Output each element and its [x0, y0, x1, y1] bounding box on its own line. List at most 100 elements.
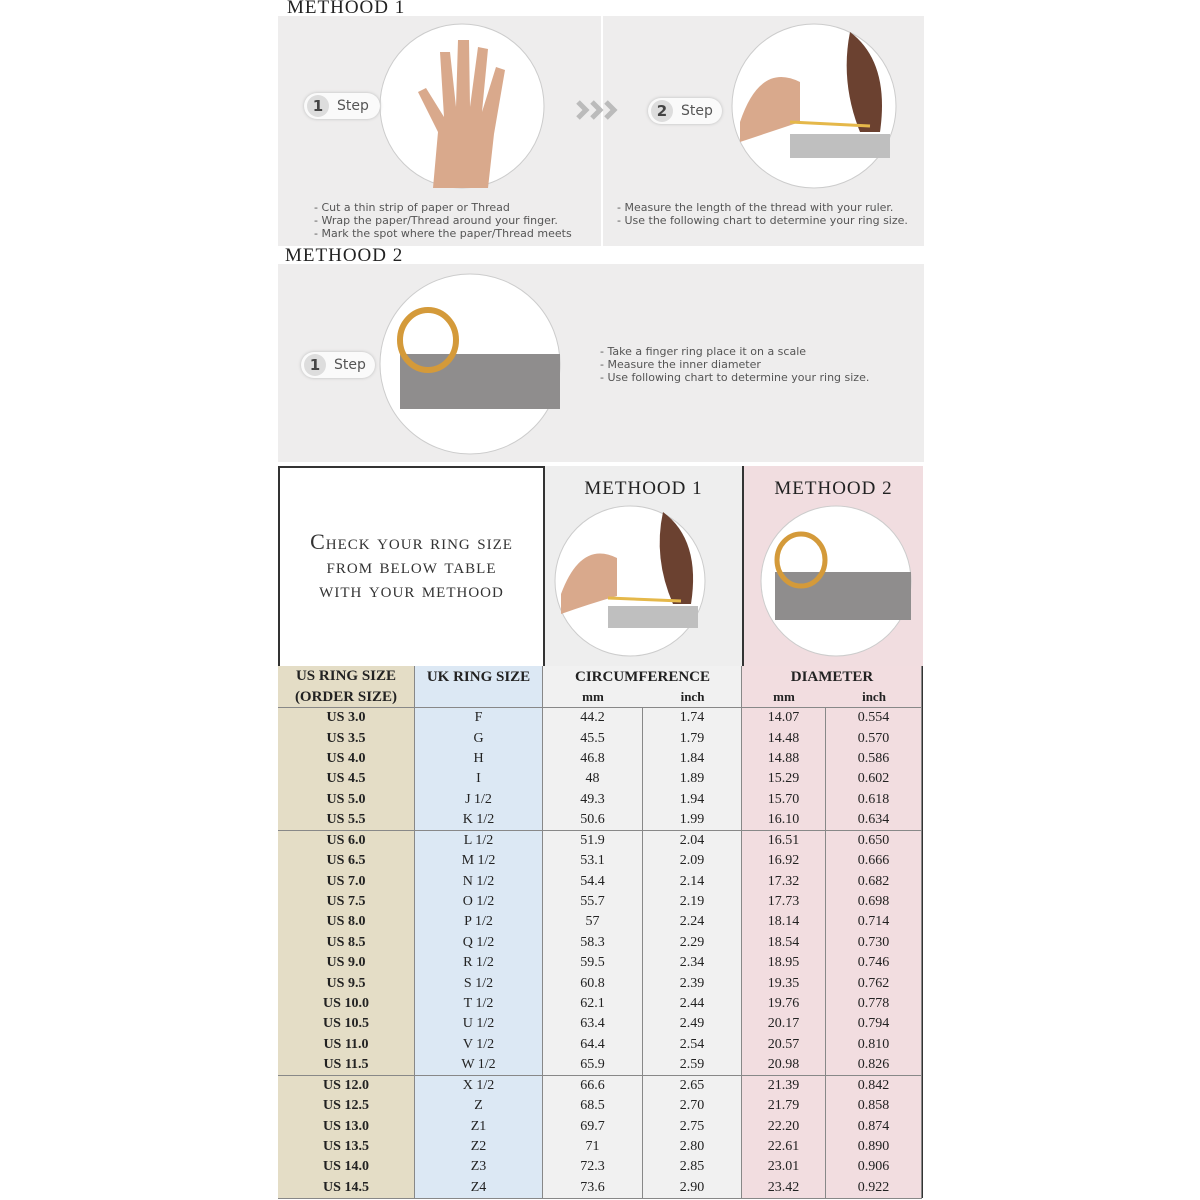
table-cell: T 1/2: [415, 993, 543, 1016]
table-cell: 2.49: [643, 1014, 742, 1036]
diameter-header-bg: [742, 666, 922, 708]
table-cell: 50.6: [543, 810, 643, 832]
table-cell: 0.586: [826, 748, 922, 771]
table-cell: 0.778: [826, 993, 922, 1016]
table-cell: M 1/2: [415, 850, 543, 873]
us-header: US RING SIZE (ORDER SIZE): [278, 666, 415, 708]
table-cell: N 1/2: [415, 871, 543, 893]
divider: [601, 16, 603, 246]
table-cell: 14.88: [742, 748, 826, 771]
table-cell: 1.74: [643, 708, 742, 730]
table-cell: US 14.0: [278, 1157, 415, 1179]
table-cell: US 14.5: [278, 1177, 415, 1199]
table-cell: 2.09: [643, 850, 742, 873]
table-cell: US 7.5: [278, 891, 415, 914]
table-cell: Z: [415, 1095, 543, 1118]
bullet: - Mark the spot where the paper/Thread m…: [314, 227, 572, 240]
table-cell: 1.94: [643, 789, 742, 812]
unit-header: mm: [773, 689, 795, 704]
table-cell: 65.9: [543, 1055, 643, 1077]
diameter-header: DIAMETER: [790, 668, 874, 685]
table-cell: 0.826: [826, 1055, 922, 1077]
bullet-list: - Take a finger ring place it on a scale…: [600, 345, 869, 384]
table-cell: 18.54: [742, 932, 826, 954]
table-cell: 2.34: [643, 953, 742, 975]
method1-title: METHOOD 1: [287, 0, 406, 18]
table-cell: K 1/2: [415, 810, 543, 832]
table-cell: 22.20: [742, 1116, 826, 1138]
method-header: METHOOD 1: [584, 478, 703, 499]
table-cell: US 10.0: [278, 993, 415, 1016]
table-cell: 51.9: [543, 830, 643, 852]
intro-text: Check your ring size from below table wi…: [280, 530, 543, 602]
table-cell: 18.95: [742, 953, 826, 975]
table-cell: 0.746: [826, 953, 922, 975]
table-cell: 55.7: [543, 891, 643, 914]
table-cell: 45.5: [543, 728, 643, 750]
table-cell: 2.39: [643, 973, 742, 995]
table-cell: US 12.5: [278, 1095, 415, 1118]
table-cell: Q 1/2: [415, 932, 543, 954]
table-cell: US 5.5: [278, 810, 415, 832]
table-cell: Z4: [415, 1177, 543, 1199]
table-cell: US 8.5: [278, 932, 415, 954]
table-cell: 2.75: [643, 1116, 742, 1138]
table-cell: 2.70: [643, 1095, 742, 1118]
step-number: 2: [651, 100, 673, 122]
table-cell: US 10.5: [278, 1014, 415, 1036]
step-label: Step: [681, 103, 713, 119]
table-cell: 2.54: [643, 1034, 742, 1057]
table-cell: 46.8: [543, 748, 643, 771]
table-cell: 49.3: [543, 789, 643, 812]
table-cell: 63.4: [543, 1014, 643, 1036]
step-pill: 2 Step: [648, 98, 722, 124]
table-cell: 0.906: [826, 1157, 922, 1179]
bullet: - Cut a thin strip of paper or Thread: [314, 201, 510, 214]
method-header: METHOOD 2: [774, 478, 893, 499]
step-number: 1: [307, 95, 329, 117]
table-cell: 16.92: [742, 850, 826, 873]
table-cell: US 6.5: [278, 850, 415, 873]
table-cell: 2.85: [643, 1157, 742, 1179]
table-cell: US 9.0: [278, 953, 415, 975]
hand-image: [379, 23, 545, 189]
step-label: Step: [337, 98, 369, 114]
table-cell: G: [415, 728, 543, 750]
intro-line: from below table: [326, 553, 497, 578]
table-cell: US 3.5: [278, 728, 415, 750]
table-cell: F: [415, 708, 543, 730]
table-cell: R 1/2: [415, 953, 543, 975]
table-cell: 54.4: [543, 871, 643, 893]
unit-header: inch: [862, 689, 886, 704]
table-cell: US 5.0: [278, 789, 415, 812]
table-cell: 2.65: [643, 1075, 742, 1097]
bullet: - Use the following chart to determine y…: [617, 214, 908, 227]
step-number: 1: [304, 354, 326, 376]
table-cell: 66.6: [543, 1075, 643, 1097]
table-cell: 22.61: [742, 1136, 826, 1159]
table-cell: 2.24: [643, 912, 742, 934]
table-cell: US 4.5: [278, 769, 415, 791]
circumference-header: CIRCUMFERENCE: [575, 668, 710, 685]
table-cell: 19.76: [742, 993, 826, 1016]
table-cell: 15.70: [742, 789, 826, 812]
table-cell: 0.890: [826, 1136, 922, 1159]
table-cell: US 12.0: [278, 1075, 415, 1097]
table-cell: 64.4: [543, 1034, 643, 1057]
bullet: - Measure the inner diameter: [600, 358, 761, 371]
bullet-list: - Cut a thin strip of paper or Thread - …: [314, 201, 572, 240]
table-cell: 60.8: [543, 973, 643, 995]
table-cell: Z2: [415, 1136, 543, 1159]
table-cell: 69.7: [543, 1116, 643, 1138]
step-pill: 1 Step: [301, 352, 375, 378]
table-cell: 16.51: [742, 830, 826, 852]
table-cell: I: [415, 769, 543, 791]
table-cell: 2.44: [643, 993, 742, 1016]
table-cell: 59.5: [543, 953, 643, 975]
table-cell: 17.73: [742, 891, 826, 914]
table-cell: 68.5: [543, 1095, 643, 1118]
table-cell: 2.19: [643, 891, 742, 914]
table-cell: 1.79: [643, 728, 742, 750]
table-cell: 2.29: [643, 932, 742, 954]
table-cell: 21.39: [742, 1075, 826, 1097]
